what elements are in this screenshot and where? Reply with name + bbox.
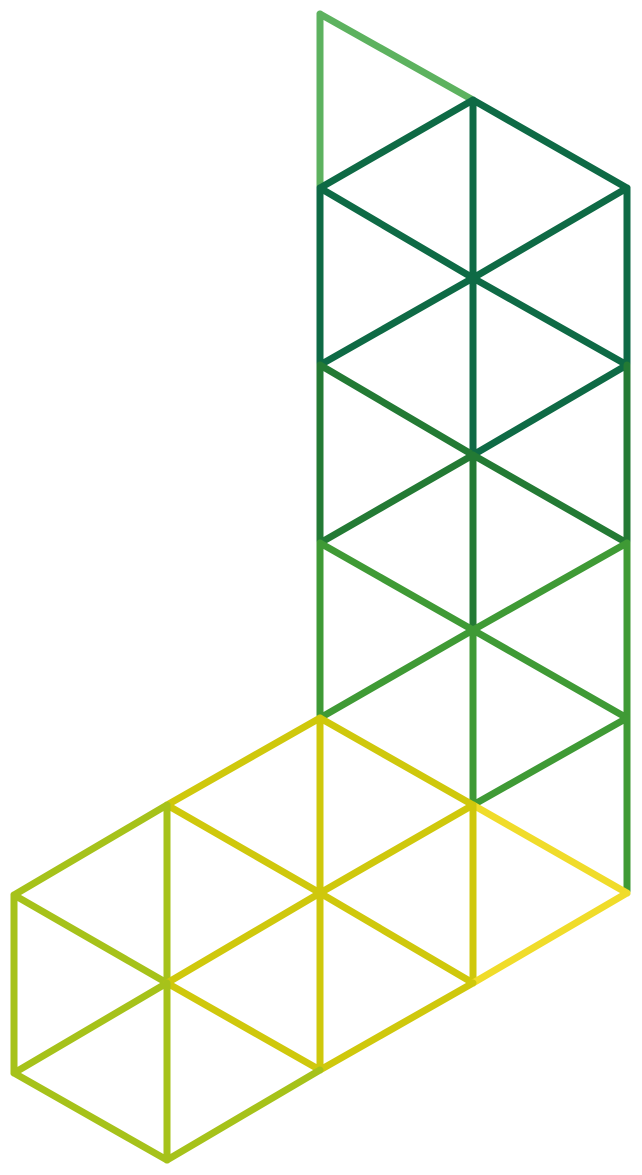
lattice-edge [316,979,477,1074]
lattice-edge [316,539,477,634]
lattice-edge [316,626,477,722]
lattice-edge [469,184,631,282]
lattice-edge [469,361,631,459]
lattice-edge [316,889,477,987]
lattice-edge [163,714,324,809]
lattice-edge [316,10,477,104]
lattice-edge [10,979,171,1077]
lattice-edge [316,714,477,809]
lattice-edge [163,889,324,987]
lattice-edge [163,801,324,897]
lattice-edge [469,714,631,809]
lattice-edge [316,274,477,369]
lattice-edge [469,274,631,369]
lattice-edge [10,891,171,987]
lattice-edge [469,96,631,192]
lattice-edge [469,451,631,547]
lattice-edge [163,979,324,1074]
lattice-edge [469,889,631,987]
lattice-edge [316,361,477,459]
lattice-edge [469,539,631,634]
lattice-edge [10,801,171,899]
lattice-edge [163,1066,324,1164]
lattice-edge [469,801,631,897]
lattice-edge [469,626,631,722]
lattice-edge [10,1069,171,1164]
lattice-edge [316,451,477,547]
lattice-edge [316,184,477,282]
lattice-edge [316,96,477,192]
lattice-edge [316,801,477,897]
